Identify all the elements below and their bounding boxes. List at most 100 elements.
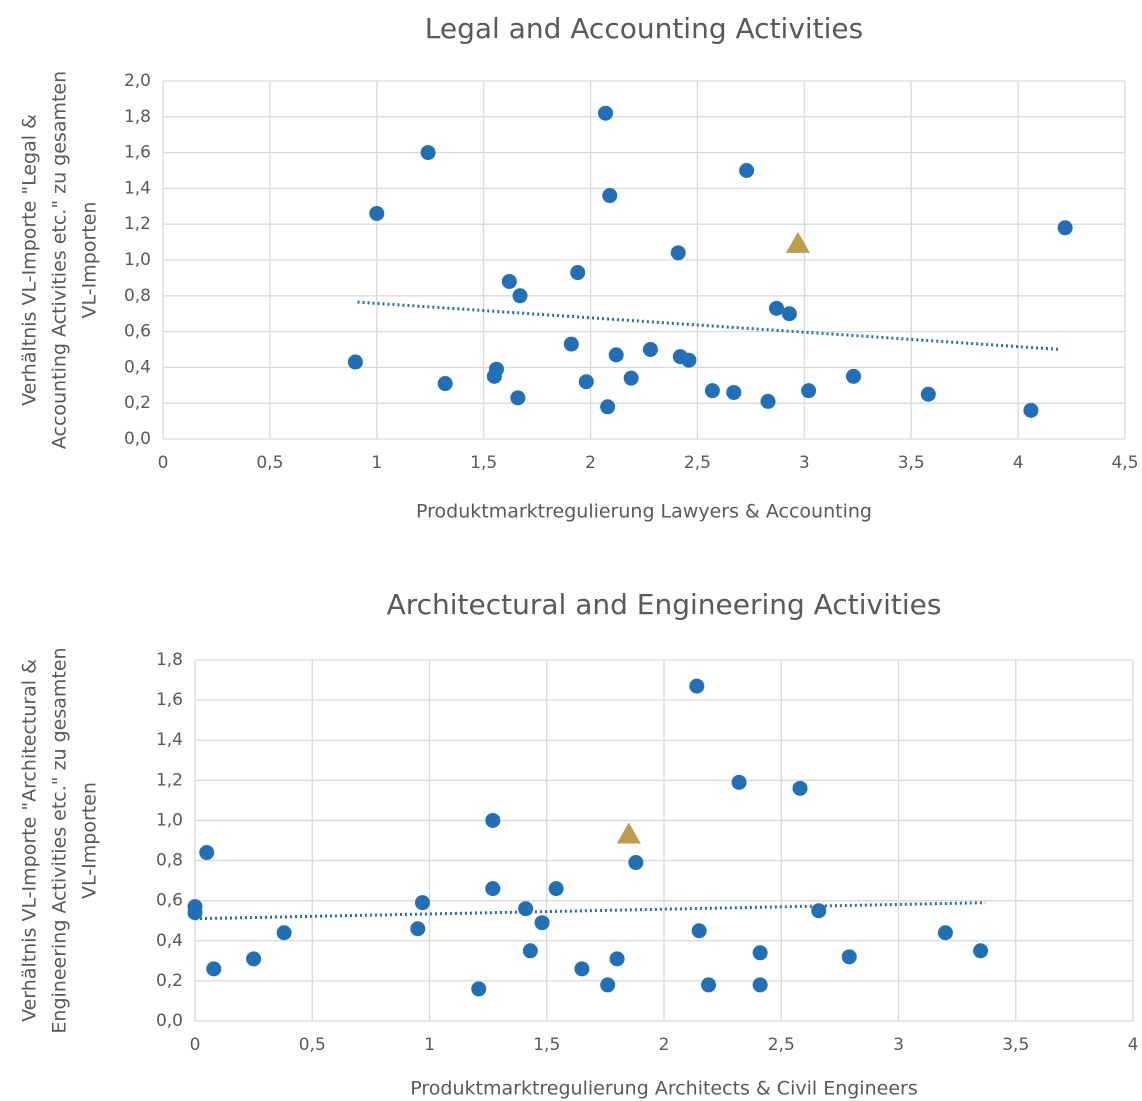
trendline: [357, 300, 1061, 351]
point: [206, 961, 222, 977]
point: [369, 205, 385, 221]
point: [769, 300, 785, 316]
point: [246, 951, 262, 967]
x-tick-label: 4,5: [1111, 453, 1138, 473]
point: [752, 945, 768, 961]
x-tick-label: 1,5: [533, 1035, 560, 1055]
point: [414, 895, 430, 911]
x-tick-label: 2,5: [684, 453, 711, 473]
point: [347, 354, 363, 370]
point: [518, 901, 534, 917]
y-tick-label: 0,6: [156, 891, 183, 911]
point: [600, 977, 616, 993]
y-tick-label: 1,8: [124, 107, 151, 127]
y-tick-label: 1,2: [124, 214, 151, 234]
x-tick-label: 1,5: [470, 453, 497, 473]
x-tick-label: 0: [158, 453, 169, 473]
point: [623, 370, 639, 386]
x-tick-label: 3,5: [1002, 1035, 1029, 1055]
point: [574, 961, 590, 977]
y-tick-label: 1,2: [156, 770, 183, 790]
chart-title: Legal and Accounting Activities: [425, 12, 864, 45]
point: [276, 925, 292, 941]
point: [609, 951, 625, 967]
point: [670, 245, 686, 261]
point: [841, 949, 857, 965]
x-tick-label: 1: [371, 453, 382, 473]
x-tick-label: 4: [1013, 453, 1024, 473]
point: [187, 905, 203, 921]
point: [510, 390, 526, 406]
point: [522, 943, 538, 959]
chart-title: Architectural and Engineering Activities: [387, 588, 942, 621]
y-tick-label: 1,6: [156, 690, 183, 710]
point: [471, 981, 487, 997]
point: [485, 812, 501, 828]
point: [701, 977, 717, 993]
point: [811, 903, 827, 919]
y-axis-label: VL-Importen: [79, 782, 101, 899]
point: [199, 845, 215, 861]
point: [512, 288, 528, 304]
point: [548, 881, 564, 897]
x-tick-label: 4: [1128, 1035, 1139, 1055]
x-tick-label: 3,5: [898, 453, 925, 473]
point: [792, 780, 808, 796]
y-tick-label: 1,8: [156, 650, 183, 670]
point: [563, 336, 579, 352]
point: [689, 678, 705, 694]
point: [937, 925, 953, 941]
y-tick-label: 0,8: [124, 286, 151, 306]
x-tick-label: 2: [585, 453, 596, 473]
y-tick-label: 0,4: [156, 931, 183, 951]
point: [681, 352, 697, 368]
point: [1057, 220, 1073, 236]
x-axis-label: Produktmarktregulierung Architects & Civ…: [410, 1078, 917, 1100]
y-tick-label: 0,0: [156, 1011, 183, 1031]
x-tick-label: 3: [799, 453, 810, 473]
y-tick-label: 1,0: [156, 810, 183, 830]
point: [973, 943, 989, 959]
point: [570, 265, 586, 281]
y-tick-label: 1,0: [124, 250, 151, 270]
point: [739, 163, 755, 178]
trendline: [194, 901, 986, 921]
point-highlight: [785, 231, 810, 253]
point: [602, 188, 618, 204]
y-tick-label: 1,6: [124, 143, 151, 163]
point: [1023, 402, 1039, 418]
point: [608, 347, 624, 363]
x-axis-label: Produktmarktregulierung Lawyers & Accoun…: [416, 501, 872, 523]
point: [781, 306, 797, 322]
point: [846, 368, 862, 384]
x-tick-label: 0,5: [256, 453, 283, 473]
point: [704, 383, 720, 399]
y-axis-label: VL-Importen: [79, 202, 101, 319]
point-highlight: [616, 822, 641, 844]
y-tick-label: 0,0: [124, 429, 151, 449]
point: [578, 374, 594, 390]
y-axis-label: Verhältnis VL-Importe "Legal &: [19, 114, 41, 406]
y-tick-label: 0,8: [156, 851, 183, 871]
point: [801, 383, 817, 399]
x-tick-label: 0: [190, 1035, 201, 1055]
point: [920, 386, 936, 402]
point: [501, 273, 517, 289]
y-tick-label: 1,4: [156, 730, 183, 750]
point: [437, 376, 453, 392]
point: [691, 923, 707, 939]
y-axis-label: Accounting Activities etc." zu gesamten: [49, 71, 71, 449]
point: [726, 384, 742, 400]
x-tick-label: 2,5: [768, 1035, 795, 1055]
point: [485, 881, 501, 897]
point: [410, 921, 426, 937]
point: [642, 342, 658, 357]
point: [731, 774, 747, 790]
point: [420, 145, 436, 161]
point: [628, 855, 644, 871]
point: [600, 399, 616, 415]
x-tick-label: 1: [424, 1035, 435, 1055]
point: [760, 393, 776, 409]
